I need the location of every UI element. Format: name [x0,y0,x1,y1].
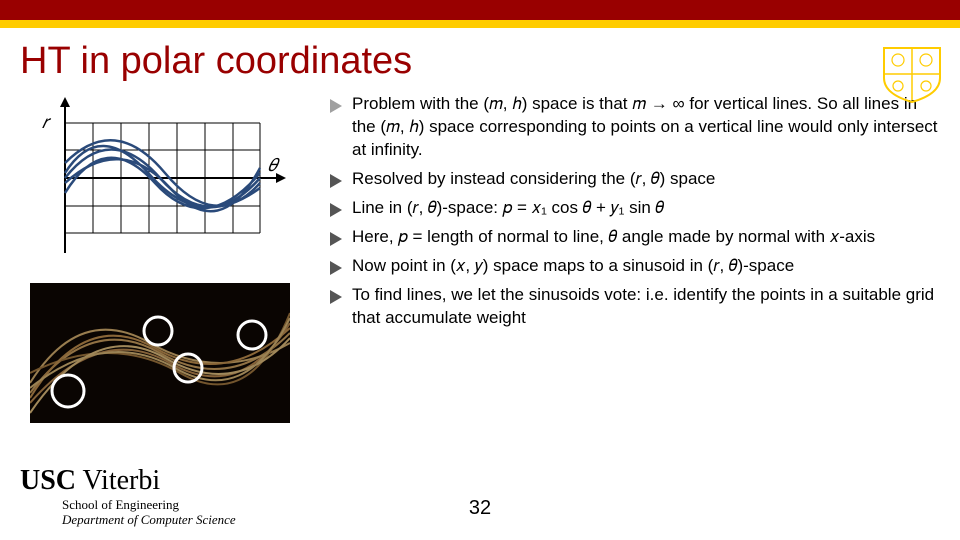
bullet-icon [330,290,342,304]
bullet-item: Problem with the (𝑚, ℎ) space is that 𝑚 … [330,93,940,162]
bullet-item: Now point in (𝑥, 𝑦) space maps to a sinu… [330,255,940,278]
x-axis-label: 𝜃 [268,155,281,175]
polar-graph: 𝑟 𝜃 [30,93,290,263]
bullet-icon [330,99,342,113]
bullet-item: Resolved by instead considering the (𝑟, … [330,168,940,191]
brand-light: Viterbi [76,465,160,496]
slide-title: HT in polar coordinates [0,28,960,83]
bullet-list: Problem with the (𝑚, ℎ) space is that 𝑚 … [330,93,940,329]
bullet-icon [330,174,342,188]
bullet-icon [330,203,342,217]
bullet-icon [330,232,342,246]
dept-line: Department of Computer Science [62,512,236,528]
bullet-text: To find lines, we let the sinusoids vote… [352,284,940,330]
bullet-item: Line in (𝑟, 𝜃)-space: 𝑝 = 𝑥₁ cos 𝜃 + 𝑦₁ … [330,197,940,220]
bullet-text: Resolved by instead considering the (𝑟, … [352,168,715,191]
brand-bold: USC [20,465,76,496]
usc-wordmark: USC Viterbi [20,465,236,497]
footer-brand: USC Viterbi School of Engineering Depart… [20,465,236,528]
bullet-text: Here, 𝑝 = length of normal to line, 𝜃 an… [352,226,875,249]
bullet-text: Now point in (𝑥, 𝑦) space maps to a sinu… [352,255,794,278]
left-column: 𝑟 𝜃 [20,93,310,423]
bullet-column: Problem with the (𝑚, ℎ) space is that 𝑚 … [310,93,940,423]
content-row: 𝑟 𝜃 [0,83,960,423]
y-axis-label: 𝑟 [42,112,52,132]
school-line: School of Engineering [62,497,236,513]
usc-shield-icon [882,44,942,104]
bullet-item: Here, 𝑝 = length of normal to line, 𝜃 an… [330,226,940,249]
page-number: 32 [469,497,491,520]
top-red-bar [0,0,960,20]
gold-accent-bar [0,20,960,28]
bullet-item: To find lines, we let the sinusoids vote… [330,284,940,330]
bullet-text: Problem with the (𝑚, ℎ) space is that 𝑚 … [352,93,940,162]
bullet-icon [330,261,342,275]
hough-accumulator-image [30,283,290,423]
bullet-text: Line in (𝑟, 𝜃)-space: 𝑝 = 𝑥₁ cos 𝜃 + 𝑦₁ … [352,197,664,220]
